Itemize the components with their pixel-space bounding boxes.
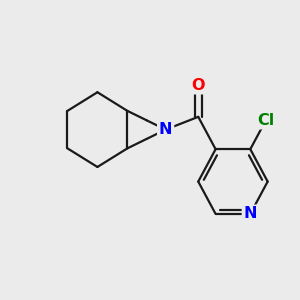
Text: Cl: Cl bbox=[257, 112, 274, 128]
Text: O: O bbox=[191, 78, 205, 93]
Text: N: N bbox=[244, 206, 257, 221]
Text: N: N bbox=[159, 122, 172, 137]
